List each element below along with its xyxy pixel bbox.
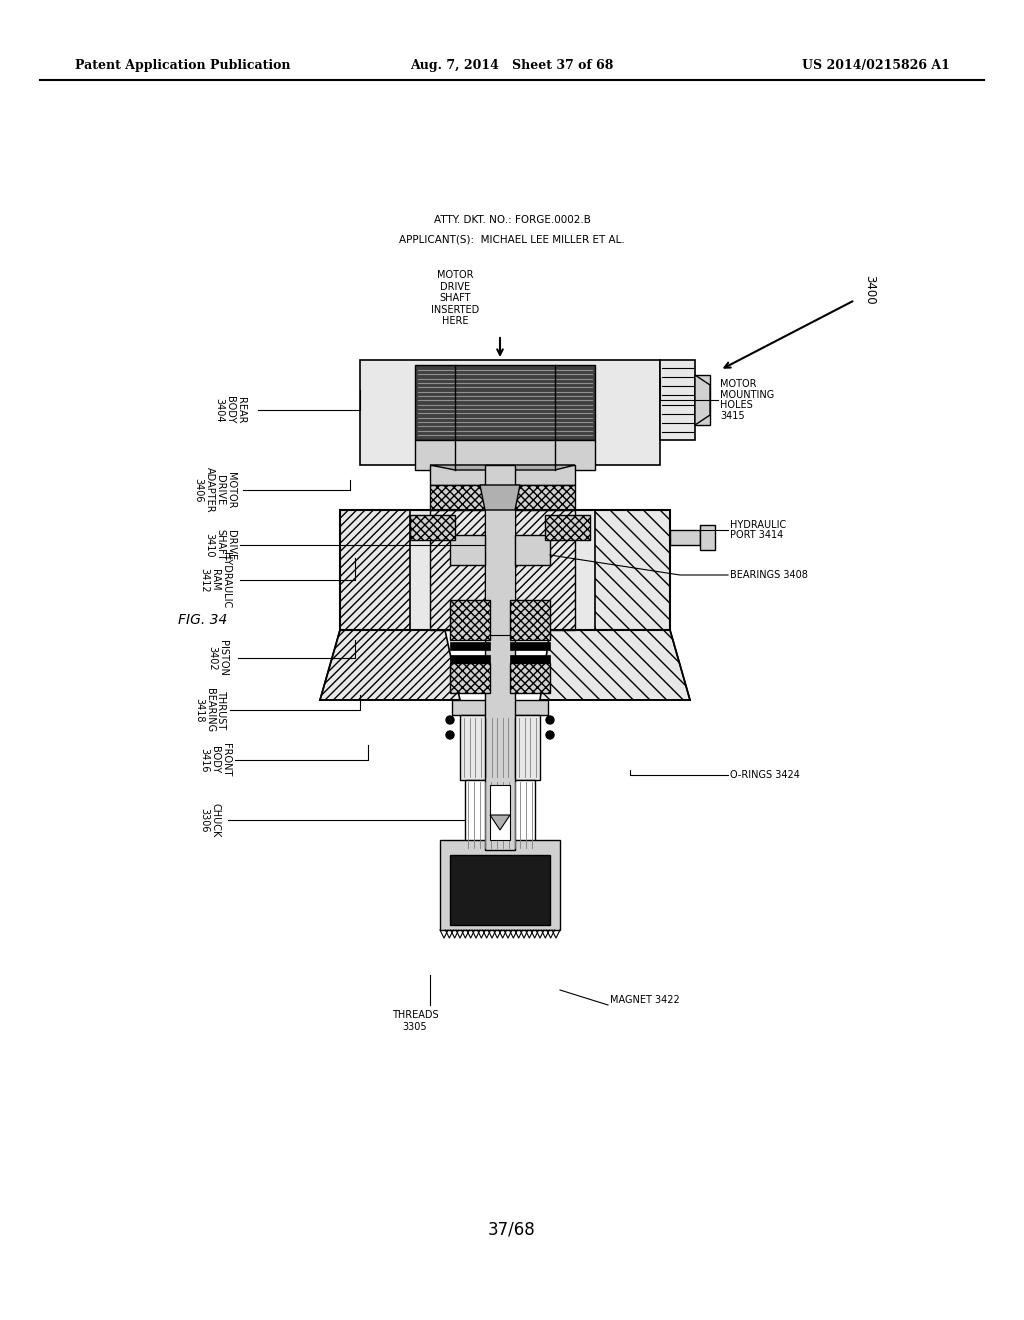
Text: ATTY. DKT. NO.: FORGE.0002.B: ATTY. DKT. NO.: FORGE.0002.B <box>433 215 591 224</box>
Bar <box>485 506 515 635</box>
Bar <box>510 642 550 649</box>
Text: MOTOR
MOUNTING
HOLES
3415: MOTOR MOUNTING HOLES 3415 <box>720 379 774 421</box>
Polygon shape <box>540 630 690 700</box>
Polygon shape <box>695 375 710 425</box>
Text: Patent Application Publication: Patent Application Publication <box>75 58 291 71</box>
Bar <box>485 465 515 850</box>
Bar <box>700 525 715 550</box>
Bar <box>410 510 595 630</box>
Bar <box>415 440 595 470</box>
Polygon shape <box>319 630 460 700</box>
Bar <box>430 484 575 510</box>
Text: Aug. 7, 2014   Sheet 37 of 68: Aug. 7, 2014 Sheet 37 of 68 <box>411 58 613 71</box>
Text: 3400: 3400 <box>863 275 877 305</box>
Bar <box>510 601 550 640</box>
Text: O-RINGS 3424: O-RINGS 3424 <box>730 770 800 780</box>
Bar <box>360 360 660 465</box>
Bar <box>510 655 550 663</box>
Text: REAR
BODY
3404: REAR BODY 3404 <box>214 396 246 424</box>
Bar <box>450 642 490 649</box>
Text: MAGNET 3422: MAGNET 3422 <box>610 995 680 1005</box>
Text: PISTON
3402: PISTON 3402 <box>208 640 228 676</box>
Text: BEARINGS 3408: BEARINGS 3408 <box>730 570 808 579</box>
Bar <box>660 360 695 440</box>
Text: 37/68: 37/68 <box>488 1221 536 1239</box>
Bar <box>450 655 490 663</box>
Bar <box>410 515 455 540</box>
Bar <box>430 510 575 630</box>
Bar <box>515 535 550 565</box>
Text: MOTOR
DRIVE
ADAPTER
3406: MOTOR DRIVE ADAPTER 3406 <box>194 467 237 512</box>
Text: APPLICANT(S):  MICHAEL LEE MILLER ET AL.: APPLICANT(S): MICHAEL LEE MILLER ET AL. <box>399 235 625 246</box>
Bar <box>340 510 670 630</box>
Circle shape <box>446 731 454 739</box>
Text: FIG. 34: FIG. 34 <box>178 612 227 627</box>
Bar <box>490 785 510 840</box>
Text: HYDRAULIC
RAM
3412: HYDRAULIC RAM 3412 <box>200 552 230 609</box>
Bar <box>430 465 575 484</box>
Bar <box>460 715 540 780</box>
Bar <box>670 531 700 545</box>
Text: DRIVE
SHAFT
3410: DRIVE SHAFT 3410 <box>204 529 236 561</box>
Bar <box>545 515 590 540</box>
Polygon shape <box>490 814 510 830</box>
Bar <box>440 840 560 931</box>
Bar <box>415 366 595 440</box>
Bar <box>465 780 535 850</box>
Bar <box>450 535 485 565</box>
Bar <box>510 663 550 693</box>
Polygon shape <box>340 510 430 630</box>
Bar <box>450 601 490 640</box>
Text: THREADS
3305: THREADS 3305 <box>392 1010 438 1032</box>
Text: MOTOR
DRIVE
SHAFT
INSERTED
HERE: MOTOR DRIVE SHAFT INSERTED HERE <box>431 271 479 326</box>
Circle shape <box>446 715 454 723</box>
Polygon shape <box>480 484 520 510</box>
Bar <box>452 700 548 715</box>
Polygon shape <box>430 465 575 470</box>
Text: FRONT
BODY
3416: FRONT BODY 3416 <box>200 743 230 776</box>
Bar <box>695 375 710 425</box>
Circle shape <box>546 715 554 723</box>
Circle shape <box>546 731 554 739</box>
Text: HYDRAULIC
PORT 3414: HYDRAULIC PORT 3414 <box>730 520 786 540</box>
Bar <box>450 663 490 693</box>
Text: US 2014/0215826 A1: US 2014/0215826 A1 <box>802 58 950 71</box>
Text: CHUCK
3306: CHUCK 3306 <box>200 803 220 837</box>
Polygon shape <box>575 510 670 630</box>
Text: THRUST
BEARING
3418: THRUST BEARING 3418 <box>195 688 226 733</box>
Bar <box>450 855 550 925</box>
